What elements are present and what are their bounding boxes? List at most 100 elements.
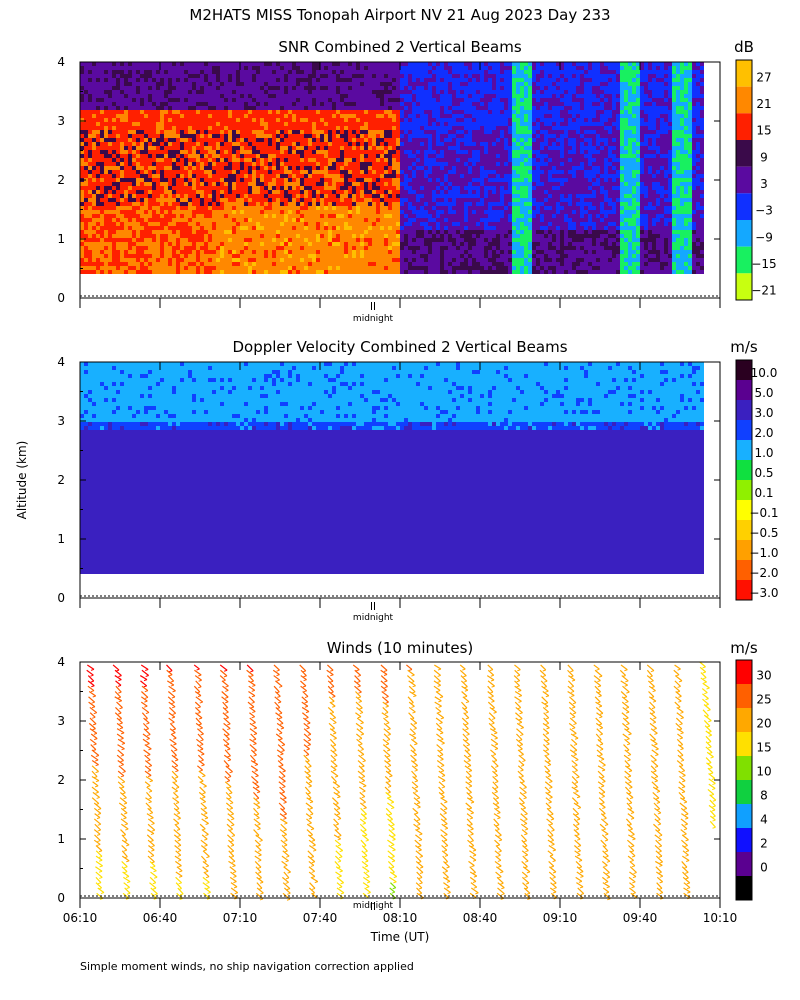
heatmap-cell: [416, 102, 420, 106]
heatmap-cell: [420, 70, 424, 74]
heatmap-cell: [440, 130, 444, 134]
heatmap-cell: [400, 70, 404, 74]
heatmap-cell: [180, 210, 184, 214]
heatmap-cell: [312, 198, 316, 202]
heatmap-cell: [156, 154, 160, 158]
heatmap-cell: [420, 186, 424, 190]
heatmap-cell: [380, 266, 384, 270]
heatmap-cell: [196, 70, 200, 74]
heatmap-cell: [292, 162, 296, 166]
heatmap-cell: [396, 258, 400, 262]
heatmap-cell: [280, 158, 284, 162]
heatmap-cell: [360, 218, 364, 222]
heatmap-cell: [184, 238, 188, 242]
heatmap-cell: [440, 262, 444, 266]
heatmap-cell: [300, 154, 304, 158]
heatmap-cell: [88, 198, 92, 202]
heatmap-cell: [104, 142, 108, 146]
heatmap-cell: [332, 122, 336, 126]
heatmap-cell: [132, 226, 136, 230]
heatmap-cell: [108, 182, 112, 186]
heatmap-cell: [168, 86, 172, 90]
heatmap-cell: [208, 206, 212, 210]
heatmap-cell: [264, 146, 268, 150]
heatmap-cell: [408, 70, 412, 74]
heatmap-cell: [84, 70, 88, 74]
heatmap-cell: [344, 70, 348, 74]
heatmap-cell: [320, 130, 324, 134]
heatmap-cell: [396, 262, 400, 266]
heatmap-cell: [316, 86, 320, 90]
heatmap-cell: [392, 86, 396, 90]
heatmap-cell: [244, 182, 248, 186]
heatmap-cell: [324, 138, 328, 142]
heatmap-cell: [352, 266, 356, 270]
heatmap-cell: [276, 182, 280, 186]
heatmap-cell: [264, 70, 268, 74]
heatmap-cell: [132, 126, 136, 130]
heatmap-cell: [172, 166, 176, 170]
heatmap-cell: [168, 102, 172, 106]
heatmap-cell: [228, 206, 232, 210]
heatmap-cell: [316, 70, 320, 74]
heatmap-cell: [140, 134, 144, 138]
heatmap-cell: [328, 210, 332, 214]
heatmap-cell: [400, 202, 404, 206]
heatmap-cell: [296, 62, 300, 66]
heatmap-cell: [88, 214, 92, 218]
heatmap-cell: [136, 122, 140, 126]
heatmap-cell: [324, 186, 328, 190]
heatmap-cell: [360, 102, 364, 106]
heatmap-cell: [304, 154, 308, 158]
heatmap-cell: [312, 134, 316, 138]
heatmap-cell: [424, 166, 428, 170]
heatmap-cell: [104, 234, 108, 238]
heatmap-cell: [328, 154, 332, 158]
heatmap-cell: [228, 174, 232, 178]
heatmap-cell: [372, 70, 376, 74]
heatmap-cell: [236, 238, 240, 242]
heatmap-cell: [248, 170, 252, 174]
heatmap-cell: [360, 206, 364, 210]
heatmap-cell: [304, 126, 308, 130]
heatmap-cell: [288, 262, 292, 266]
heatmap-cell: [360, 262, 364, 266]
heatmap-cell: [420, 202, 424, 206]
heatmap-cell: [104, 242, 108, 246]
heatmap-cell: [248, 154, 252, 158]
heatmap-cell: [292, 270, 296, 274]
heatmap-cell: [156, 98, 160, 102]
heatmap-cell: [364, 222, 368, 226]
heatmap-cell: [356, 154, 360, 158]
heatmap-cell: [176, 98, 180, 102]
heatmap-cell: [116, 206, 120, 210]
heatmap-cell: [96, 202, 100, 206]
heatmap-cell: [252, 90, 256, 94]
heatmap-cell: [212, 198, 216, 202]
heatmap-cell: [108, 262, 112, 266]
heatmap-cell: [260, 122, 264, 126]
heatmap-cell: [256, 138, 260, 142]
heatmap-cell: [84, 122, 88, 126]
heatmap-cell: [236, 210, 240, 214]
heatmap-cell: [304, 246, 308, 250]
heatmap-cell: [256, 230, 260, 234]
heatmap-cell: [252, 202, 256, 206]
heatmap-cell: [420, 102, 424, 106]
heatmap-cell: [344, 262, 348, 266]
heatmap-cell: [368, 222, 372, 226]
heatmap-cell: [372, 186, 376, 190]
heatmap-cell: [224, 102, 228, 106]
heatmap-cell: [340, 166, 344, 170]
heatmap-cell: [356, 234, 360, 238]
heatmap-cell: [124, 186, 128, 190]
heatmap-cell: [216, 102, 220, 106]
heatmap-cell: [300, 118, 304, 122]
heatmap-cell: [392, 126, 396, 130]
heatmap-cell: [136, 134, 140, 138]
heatmap-cell: [84, 198, 88, 202]
heatmap-cell: [232, 202, 236, 206]
heatmap-cell: [180, 150, 184, 154]
heatmap-cell: [176, 254, 180, 258]
heatmap-cell: [352, 102, 356, 106]
